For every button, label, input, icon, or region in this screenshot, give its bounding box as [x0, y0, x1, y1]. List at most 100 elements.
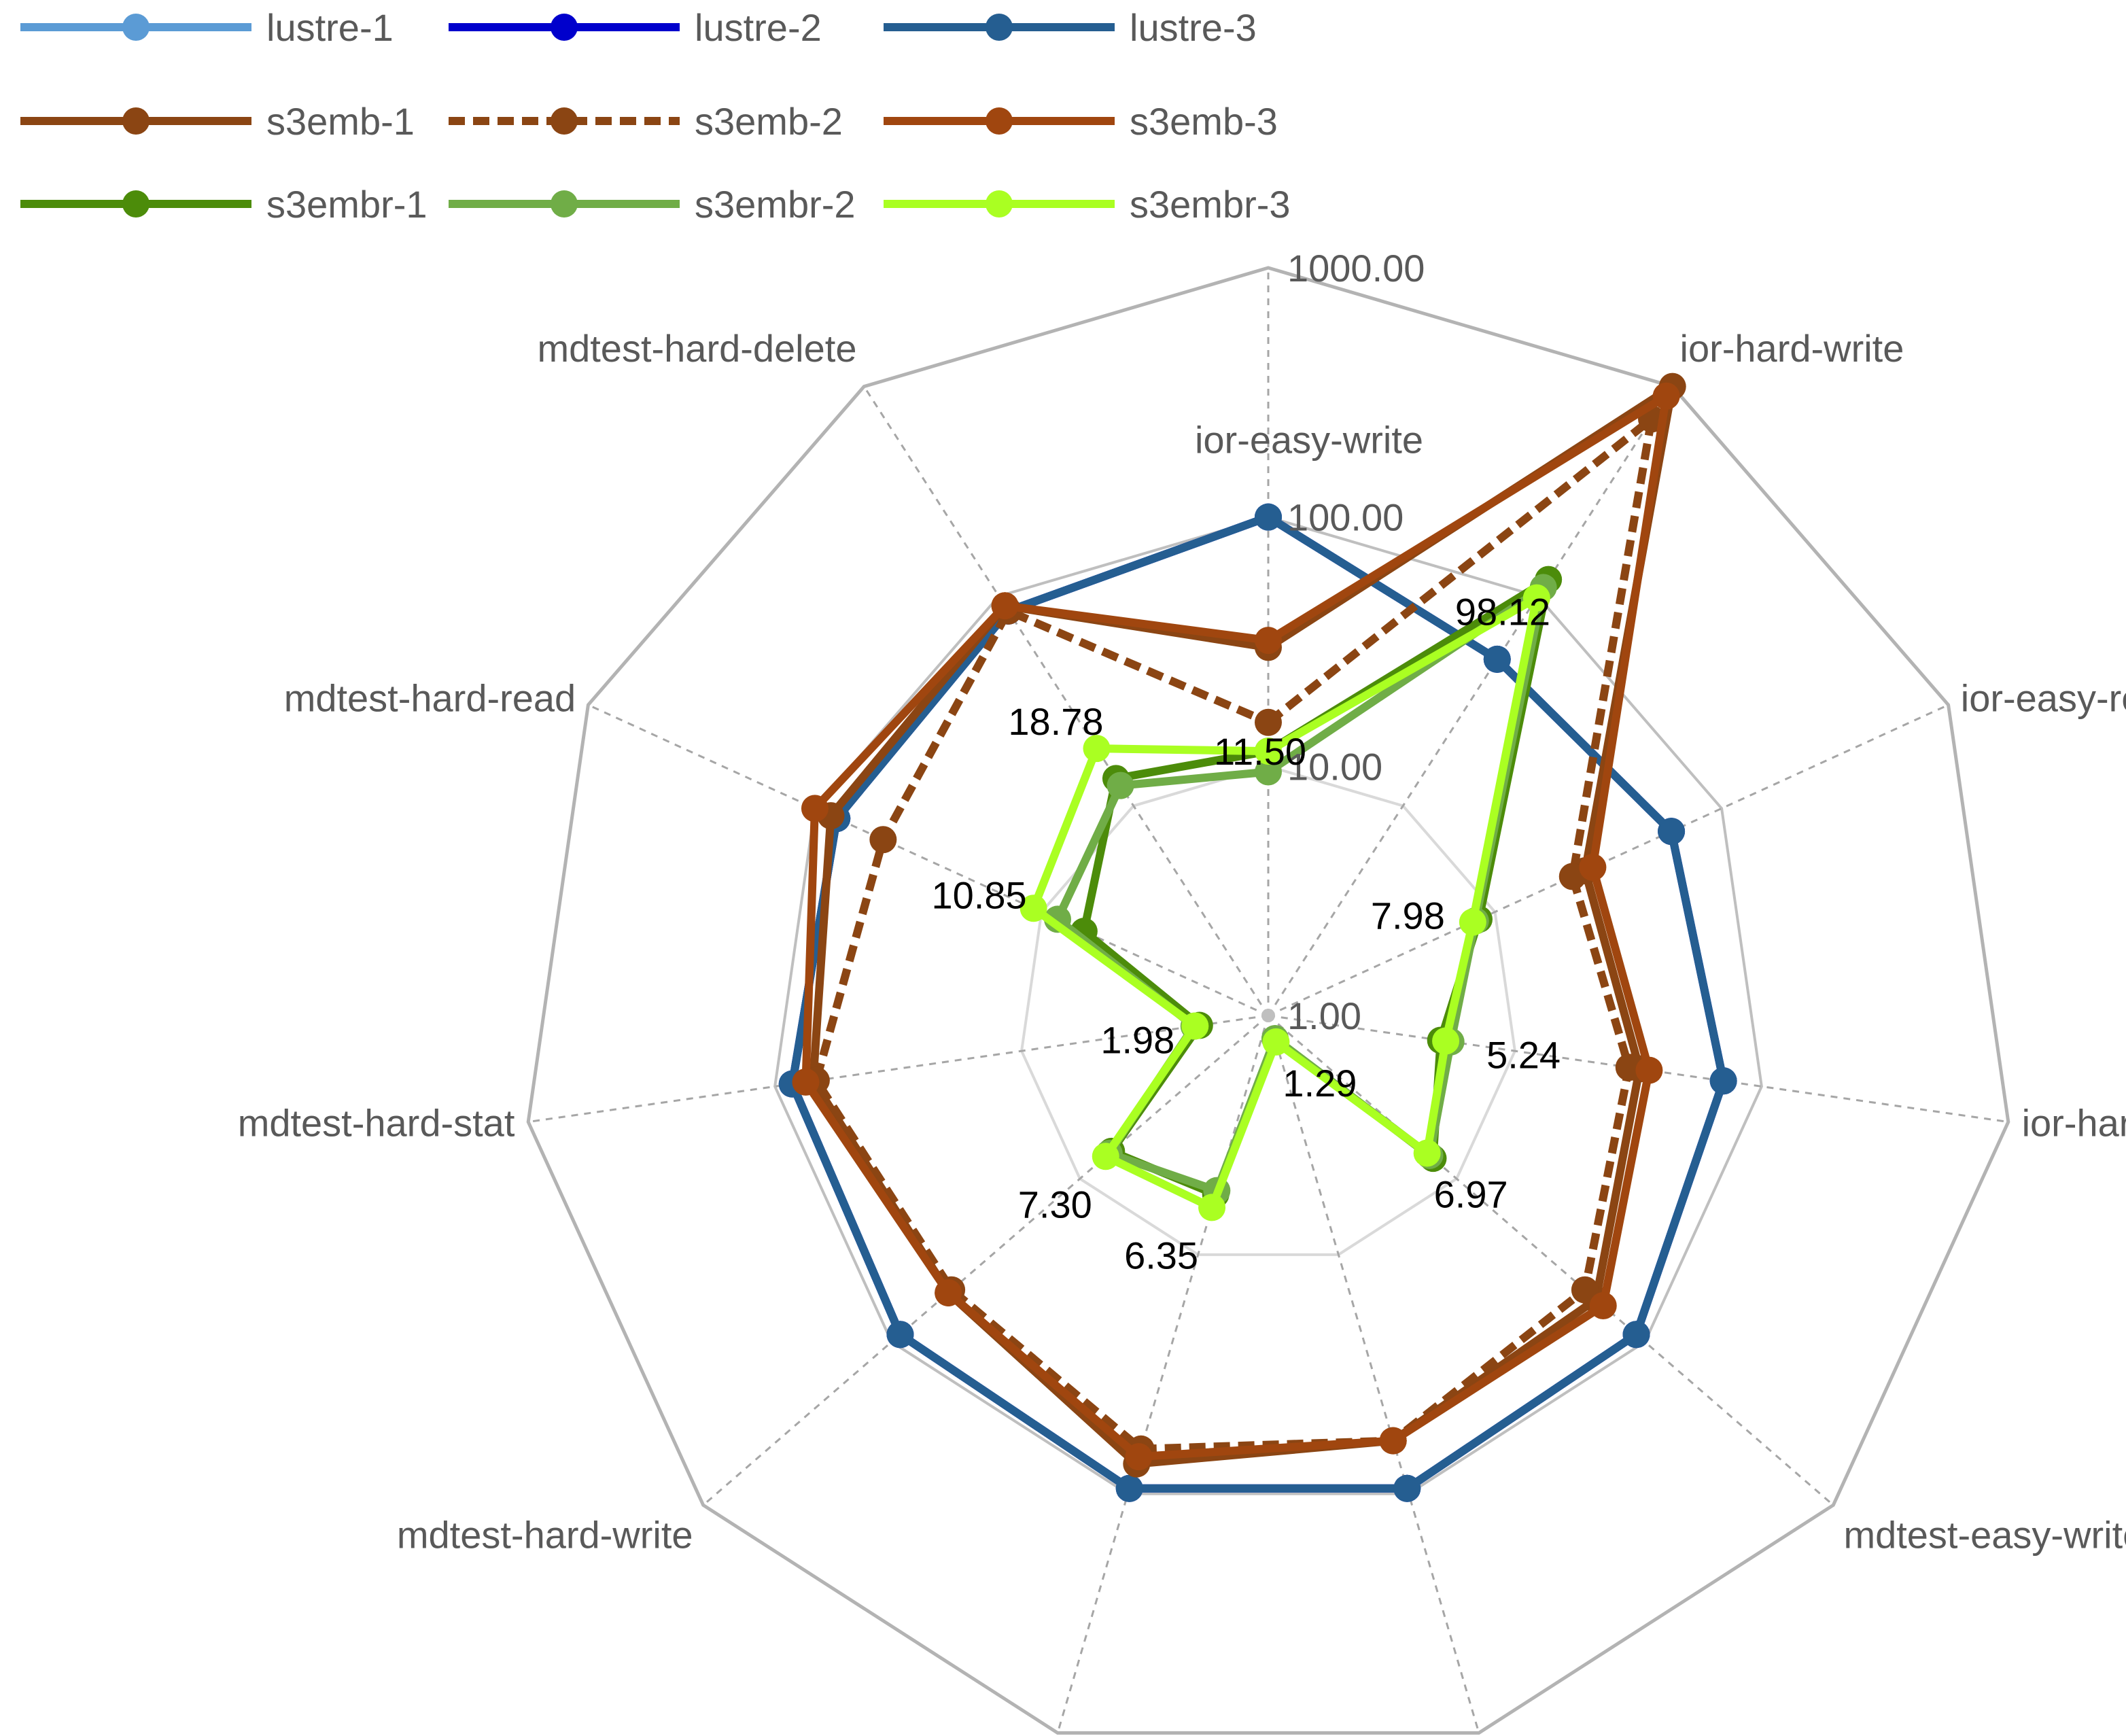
data-labels: 11.50 98.12 7.98 5.24 6.97 1.29 6.35 7.30 1.98 10…: [932, 591, 1561, 1277]
series-s3emb-3: [792, 382, 1680, 1471]
legend-marker: [122, 190, 150, 218]
axis-spoke: [1056, 1015, 1270, 1733]
legend-item-s3emb-1: s3emb-1: [20, 100, 415, 143]
point-s3embr-2-mdtest-hard-delete: [1106, 771, 1134, 799]
axis-spoke: [527, 1014, 1269, 1124]
data-label-mdtest-hard-write: 7.30: [1018, 1183, 1092, 1226]
point-s3embr-3-mdtest-easy-stat: [1262, 1028, 1290, 1056]
data-label-mdtest-easy-write: 6.97: [1434, 1173, 1508, 1215]
point-s3emb-3-mdtest-easy-stat: [1379, 1427, 1407, 1455]
point-s3embr-3-ior-hard-write: [1522, 584, 1550, 612]
point-s3emb-3-mdtest-easy-delete: [1125, 1443, 1153, 1471]
axis-label-mdtest-hard-delete: mdtest-hard-delete: [537, 327, 856, 370]
tick-label-1.00: 1.00: [1287, 994, 1361, 1037]
legend-item-s3embr-1: s3embr-1: [20, 183, 428, 226]
data-label-ior-hard-write: 98.12: [1455, 591, 1550, 633]
legend-marker: [551, 14, 578, 41]
point-s3emb-2-mdtest-easy-write: [1571, 1276, 1599, 1304]
legend-marker: [122, 14, 150, 41]
point-s3embr-3-ior-easy-write: [1255, 737, 1282, 765]
legend-label: s3embr-1: [266, 183, 428, 226]
legend-item-lustre-1: lustre-1: [20, 6, 394, 49]
series-s3embr-3: [1020, 584, 1550, 1221]
point-s3emb-2-ior-hard-read: [1615, 1054, 1643, 1081]
point-s3emb-3-mdtest-hard-write: [935, 1279, 962, 1306]
legend-label: s3emb-1: [266, 100, 415, 143]
legend-marker: [986, 14, 1013, 41]
legend-marker: [122, 107, 150, 135]
data-label-mdtest-hard-delete: 18.78: [1008, 700, 1103, 743]
legend: lustre-1 lustre-2 lustre-3 s3emb-1 s3emb-2 s3…: [20, 6, 1291, 226]
series-s3emb-1: [799, 372, 1686, 1478]
axis-spoke: [1267, 385, 1673, 1016]
tick-labels: 1.00 10.00 100.00 1000.00: [1287, 247, 1425, 1037]
legend-label: lustre-3: [1130, 6, 1257, 49]
tick-label-1000.00: 1000.00: [1287, 247, 1425, 290]
point-s3embr-3-mdtest-hard-read: [1020, 895, 1047, 922]
series-line-s3embr-3: [1029, 593, 1541, 1212]
point-s3embr-3-mdtest-hard-delete: [1083, 735, 1111, 763]
point-s3emb-3-mdtest-hard-stat: [792, 1068, 820, 1096]
series-line-lustre-2: [788, 513, 1728, 1493]
axis-label-mdtest-hard-stat: mdtest-hard-stat: [238, 1101, 515, 1144]
legend-marker: [986, 107, 1013, 135]
point-lustre-3-mdtest-easy-write: [1622, 1321, 1650, 1349]
axis-spoke: [587, 704, 1269, 1017]
point-lustre-3-ior-easy-write: [1255, 503, 1282, 531]
axis-label-mdtest-hard-write: mdtest-hard-write: [397, 1513, 693, 1556]
point-lustre-3-mdtest-easy-stat: [1393, 1474, 1421, 1502]
axis-label-ior-easy-read: ior-easy-read: [1961, 677, 2126, 720]
legend-label: s3embr-2: [695, 183, 856, 226]
legend-item-s3emb-2: s3emb-2: [449, 100, 843, 143]
legend-label: s3emb-2: [695, 100, 843, 143]
grid-ring-1000.00: [526, 266, 2010, 1735]
point-s3emb-3-ior-easy-write: [1255, 627, 1282, 655]
legend-marker: [551, 190, 578, 218]
point-s3emb-3-ior-hard-read: [1635, 1056, 1663, 1084]
axis-label-mdtest-hard-read: mdtest-hard-read: [284, 677, 576, 720]
data-label-ior-easy-write: 11.50: [1214, 730, 1306, 773]
axis-label-ior-hard-read: ior-hard-read: [2022, 1101, 2126, 1144]
axis-label-ior-easy-write: ior-easy-write: [1195, 418, 1423, 461]
point-lustre-3-ior-easy-read: [1658, 818, 1686, 846]
series-line-s3emb-3: [801, 392, 1671, 1461]
legend-item-s3embr-2: s3embr-2: [449, 183, 856, 226]
point-lustre-3-ior-hard-read: [1709, 1067, 1737, 1095]
axis-spoke: [1268, 1014, 1834, 1506]
legend-label: s3emb-3: [1130, 100, 1278, 143]
series-s3emb-2: [802, 405, 1665, 1463]
series-layer: [778, 372, 1737, 1502]
axis-label-mdtest-easy-write: mdtest-easy-write: [1843, 1513, 2126, 1556]
legend-label: lustre-1: [266, 6, 394, 49]
legend-label: lustre-2: [695, 6, 822, 49]
axis-spoke: [1267, 1015, 1480, 1733]
axis-labels: ior-easy-write ior-hard-write ior-easy-rea…: [238, 327, 2126, 1557]
point-lustre-3-mdtest-hard-write: [886, 1321, 914, 1349]
legend-item-s3emb-3: s3emb-3: [884, 100, 1278, 143]
data-label-ior-easy-read: 7.98: [1371, 895, 1445, 937]
data-label-ior-hard-read: 5.24: [1486, 1034, 1561, 1077]
point-s3embr-3-ior-hard-read: [1432, 1027, 1460, 1055]
data-label-mdtest-easy-stat: 1.29: [1283, 1062, 1357, 1105]
axis-spoke: [863, 385, 1270, 1016]
data-label-mdtest-easy-delete: 6.35: [1124, 1234, 1198, 1277]
point-s3emb-3-ior-easy-read: [1579, 853, 1607, 881]
point-s3embr-3-mdtest-easy-delete: [1198, 1194, 1226, 1221]
legend-item-s3embr-3: s3embr-3: [884, 183, 1291, 226]
point-s3embr-3-mdtest-hard-write: [1092, 1143, 1119, 1170]
data-label-mdtest-hard-stat: 1.98: [1100, 1018, 1174, 1061]
axis-label-ior-hard-write: ior-hard-write: [1680, 327, 1904, 370]
point-s3embr-2-ior-easy-write: [1255, 758, 1282, 786]
point-s3emb-3-mdtest-hard-delete: [991, 592, 1019, 620]
point-s3embr-3-mdtest-easy-write: [1413, 1139, 1441, 1167]
point-s3embr-3-mdtest-hard-stat: [1181, 1012, 1209, 1040]
radar-grid: [526, 266, 2010, 1735]
axis-spoke: [1268, 704, 1949, 1017]
point-s3emb-2-ior-easy-write: [1255, 708, 1282, 736]
point-lustre-3-mdtest-easy-delete: [1115, 1474, 1143, 1502]
series-line-lustre-3: [788, 513, 1728, 1493]
legend-item-lustre-2: lustre-2: [449, 6, 822, 49]
point-s3emb-2-mdtest-hard-read: [869, 826, 897, 854]
legend-label: s3embr-3: [1130, 183, 1291, 226]
